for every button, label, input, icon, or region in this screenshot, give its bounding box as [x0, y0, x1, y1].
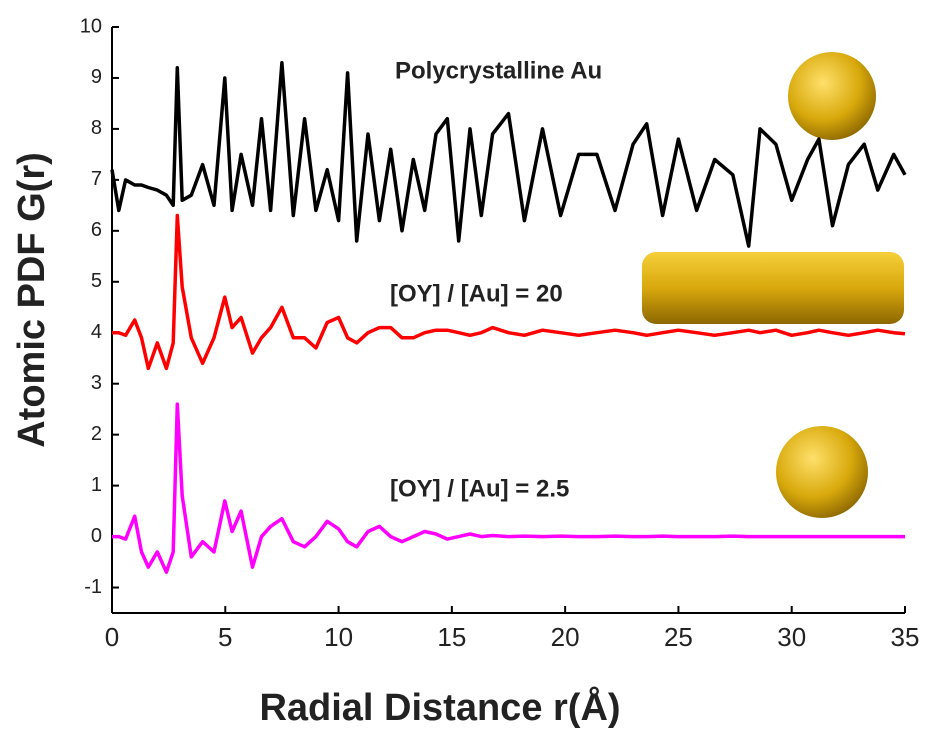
- x-tick-label: 25: [664, 622, 693, 652]
- y-tick-label: 8: [91, 117, 102, 139]
- y-tick-label: 5: [91, 270, 102, 292]
- y-tick-label: 10: [80, 15, 102, 37]
- x-tick-label: 5: [218, 622, 232, 652]
- x-tick-label: 30: [777, 622, 806, 652]
- x-tick-label: 20: [551, 622, 580, 652]
- series-line: [110, 60, 907, 248]
- y-tick-label: 1: [91, 474, 102, 496]
- series-line: [112, 213, 906, 371]
- y-tick-label: 0: [91, 525, 102, 547]
- x-tick-label: 15: [437, 622, 466, 652]
- sphere-image: [788, 52, 876, 140]
- nanoparticle-images: [642, 52, 904, 518]
- x-axis-title: Radial Distance r(Å): [259, 685, 620, 729]
- y-tick-label: 3: [91, 372, 102, 394]
- x-tick-label: 0: [105, 622, 119, 652]
- y-tick-label: 7: [91, 168, 102, 190]
- x-tick-label: 10: [324, 622, 353, 652]
- y-tick-label: 9: [91, 66, 102, 88]
- series-line: [112, 402, 905, 574]
- y-tick-label: 6: [91, 219, 102, 241]
- y-tick-label: 4: [91, 321, 102, 343]
- y-axis-title: Atomic PDF G(r): [11, 152, 53, 448]
- annotation: [OY] / [Au] = 2.5: [390, 475, 569, 502]
- plot-area: -1 0 1 2 3 4 5 6 7 8 9 10 0 5 10 15 20 25 30 35 Polycrystall…: [80, 15, 920, 652]
- y-tick-label: 2: [91, 423, 102, 445]
- y-tick-label: -1: [84, 576, 102, 598]
- x-tick-label: 35: [891, 622, 920, 652]
- annotation: Polycrystalline Au: [395, 57, 602, 84]
- rod-image: [642, 252, 904, 324]
- sphere-image: [776, 426, 868, 518]
- annotation: [OY] / [Au] = 20: [390, 280, 563, 307]
